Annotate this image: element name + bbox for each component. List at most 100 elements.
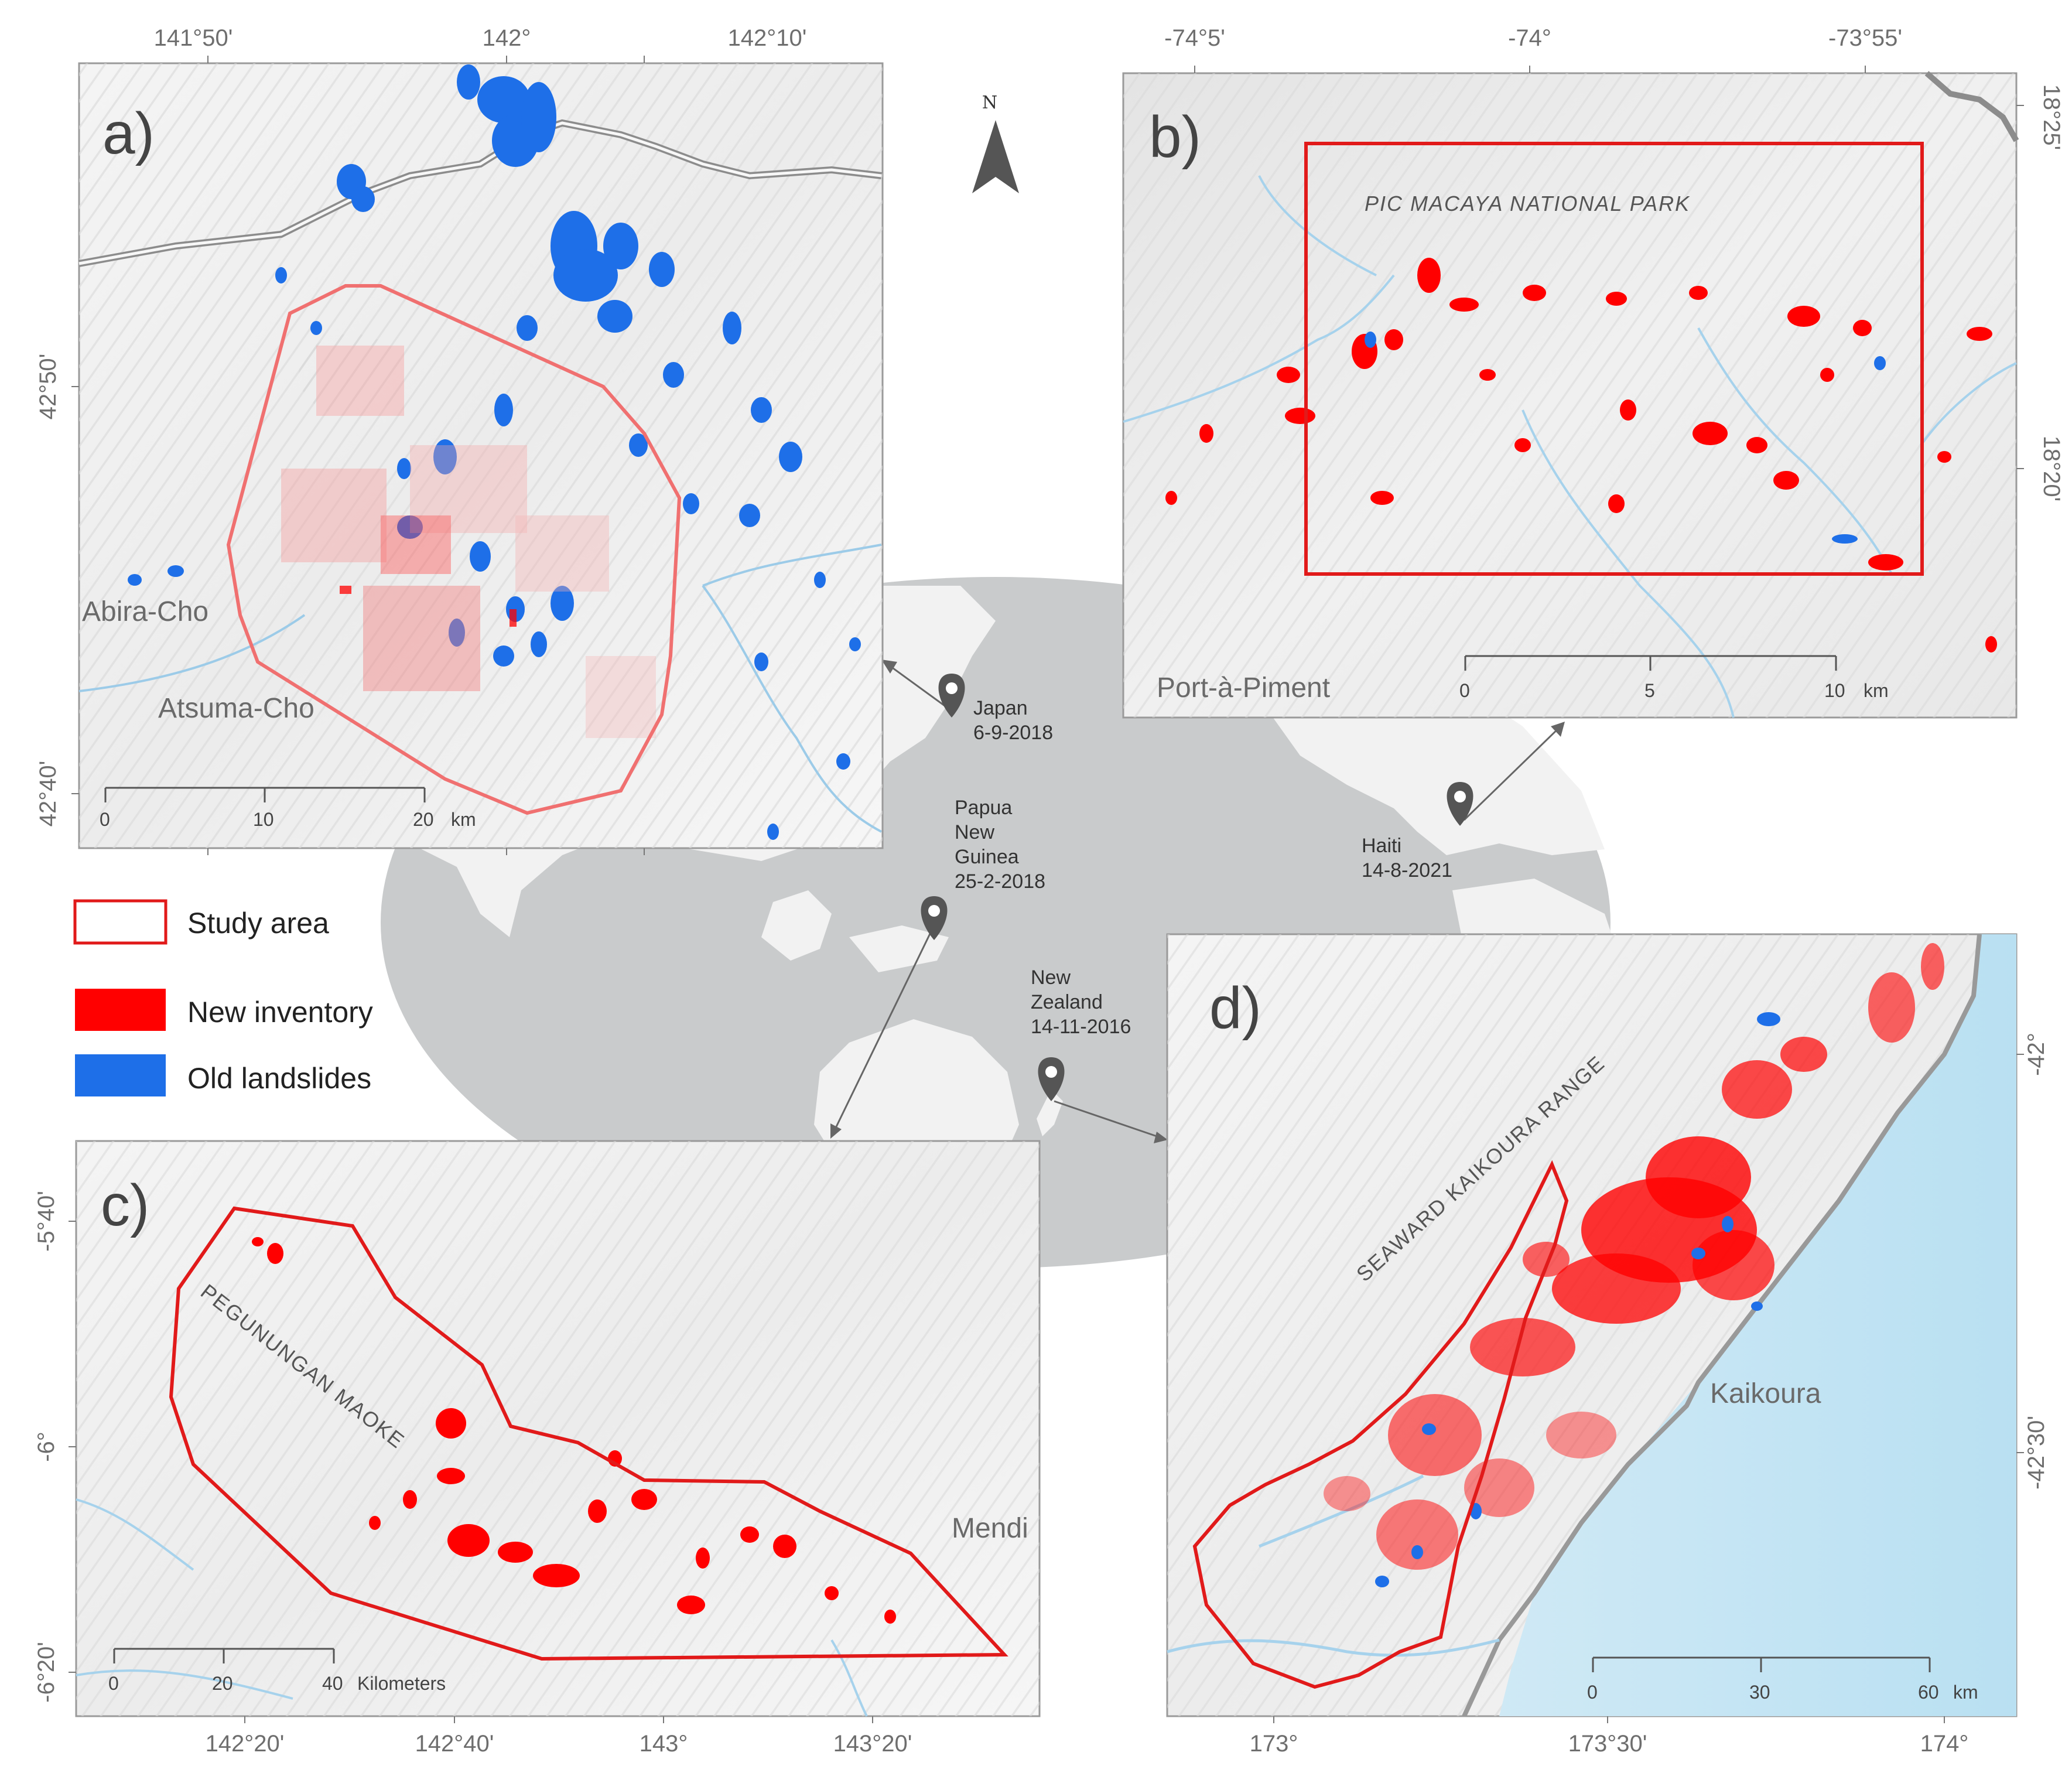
panel-d-scale-unit: km <box>1953 1682 1978 1703</box>
panel-d-coastline-road <box>1462 934 1982 1717</box>
event-png-line2: New <box>955 821 994 843</box>
leader-japan <box>884 661 949 710</box>
panel-b-ticks <box>1194 66 2024 469</box>
panel-c-scale-unit: Kilometers <box>357 1673 446 1694</box>
panel-c-rivers <box>76 1498 868 1717</box>
panel-a-scale-tick-1: 10 <box>253 809 274 830</box>
panel-a-study-area <box>226 284 682 815</box>
panel-a-lon-tick-1: 142° <box>483 25 531 51</box>
panel-d-scale-tick-0: 0 <box>1587 1682 1598 1703</box>
legend-old-landslides-swatch <box>75 1054 166 1096</box>
panel-c-lat-tick-1: -6° <box>33 1432 59 1462</box>
panel-b-lon-tick-2: -73°55' <box>1828 25 1902 51</box>
panel-a-letter: a) <box>102 101 155 166</box>
event-png-line3: Guinea <box>955 846 1019 868</box>
leader-png-arrowhead <box>830 1123 842 1139</box>
panel-c-study-area <box>169 1206 1008 1661</box>
panel-a-scale-tick-2: 20 <box>413 809 434 830</box>
location-pin-nz-icon <box>1038 1057 1065 1101</box>
panel-d-study-area <box>1192 1160 1569 1689</box>
panel-b-scale-bar: 0 5 10 km <box>1459 655 1889 701</box>
legend-new-inventory-swatch <box>75 989 166 1031</box>
panel-a-place-abira: Abira-Cho <box>82 596 208 627</box>
panel-c-lon-tick-2: 143° <box>640 1731 688 1757</box>
panel-c-scale-tick-0: 0 <box>108 1673 119 1694</box>
event-japan-name: Japan <box>973 697 1028 719</box>
legend: Study area New inventory Old landslides <box>73 899 373 1096</box>
panel-b-scale-tick-2: 10 <box>1824 680 1845 701</box>
panel-a-lat-tick-0: 42°50' <box>35 354 61 420</box>
panel-d-place-kaikoura: Kaikoura <box>1710 1378 1821 1409</box>
panel-a-place-atsuma: Atsuma-Cho <box>158 693 314 724</box>
panel-b-lon-tick-0: -74°5' <box>1164 25 1225 51</box>
panel-b-lat-tick-0: 18°25' <box>2039 84 2064 151</box>
panel-b-scale-unit: km <box>1864 680 1889 701</box>
panel-b-old-landslides <box>1365 332 1886 544</box>
panel-c-ticks <box>69 1221 873 1723</box>
panel-a-new-inventory <box>281 334 656 738</box>
legend-study-area-label: Study area <box>187 907 329 940</box>
event-png-date: 25-2-2018 <box>955 870 1045 893</box>
north-arrow: N <box>972 93 1019 193</box>
panel-b-study-area <box>1304 142 1924 576</box>
leader-nz-arrowhead <box>1154 1132 1168 1143</box>
panel-c-lat-tick-2: -6°20' <box>33 1642 59 1703</box>
panel-d-letter: d) <box>1209 975 1261 1041</box>
panel-b-road <box>1924 71 2019 142</box>
panel-d: SEAWARD KAIKOURA RANGE d) Kaikoura 0 30 … <box>1166 933 2049 1757</box>
panel-a-scale-bar: 0 10 20 km <box>100 787 476 830</box>
panel-c-scale-bar: 0 20 40 Kilometers <box>108 1648 446 1694</box>
panel-d-scale-bar: 0 30 60 km <box>1587 1656 1978 1703</box>
panel-b-lon-tick-1: -74° <box>1508 25 1551 51</box>
panel-c-hillshade <box>76 1141 1040 1716</box>
location-pin-png-icon <box>921 896 948 940</box>
panel-c-place-mendi: Mendi <box>952 1513 1028 1544</box>
panel-b-rivers <box>1123 175 2017 718</box>
event-nz-line1: New <box>1031 966 1071 989</box>
panel-b-letter: b) <box>1149 104 1201 170</box>
panel-d-rivers <box>1167 1474 1500 1657</box>
legend-new-inventory-label: New inventory <box>187 996 373 1029</box>
panel-d-lon-tick-1: 173°30' <box>1568 1731 1647 1757</box>
event-haiti-name: Haiti <box>1362 835 1401 857</box>
panel-b-scale-tick-1: 5 <box>1644 680 1655 701</box>
panel-a: a) Abira-Cho Atsuma-Cho 0 10 20 km 141°5… <box>35 25 884 855</box>
leader-png <box>830 931 932 1137</box>
panel-c-scale-tick-2: 40 <box>322 1673 343 1694</box>
event-markers: Japan 6-9-2018 Haiti 14-8-2021 Papua New… <box>830 660 1565 1143</box>
panel-b-place-port: Port-à-Piment <box>1157 672 1330 703</box>
panel-b-park-label: PIC MACAYA NATIONAL PARK <box>1365 192 1690 216</box>
panel-c-new-inventory <box>252 1237 896 1624</box>
panel-d-scale-tick-1: 30 <box>1749 1682 1770 1703</box>
panel-d-scale-tick-2: 60 <box>1918 1682 1939 1703</box>
event-nz-line2: Zealand <box>1031 991 1103 1013</box>
panel-b-hillshade <box>1123 73 2016 718</box>
event-nz-date: 14-11-2016 <box>1031 1016 1131 1038</box>
panel-d-ticks <box>1273 1054 2024 1723</box>
panel-a-ticks <box>71 56 645 855</box>
leader-japan-arrowhead <box>881 660 897 674</box>
panel-a-river <box>78 544 882 833</box>
panel-c: PEGUNUNGAN MAOKE c) Mendi 0 20 40 Kilome… <box>33 1140 1041 1757</box>
panel-a-lon-tick-0: 141°50' <box>154 25 233 51</box>
panel-b-scale-tick-0: 0 <box>1459 680 1470 701</box>
panel-a-lon-tick-2: 142°10' <box>728 25 807 51</box>
panel-c-lon-tick-0: 142°20' <box>206 1731 285 1757</box>
panel-d-lon-tick-0: 173° <box>1250 1731 1298 1757</box>
leader-nz <box>1054 1100 1166 1140</box>
panel-a-scale-tick-0: 0 <box>100 809 110 830</box>
panel-c-letter: c) <box>101 1173 149 1238</box>
event-japan-date: 6-9-2018 <box>973 722 1053 744</box>
panel-c-lon-tick-3: 143°20' <box>833 1731 912 1757</box>
panel-c-lon-tick-1: 142°40' <box>415 1731 494 1757</box>
north-label: N <box>982 93 997 113</box>
north-arrow-icon <box>972 120 1019 193</box>
panel-d-old-landslides <box>1375 1012 1780 1587</box>
panel-c-lat-tick-0: -5°40' <box>33 1191 59 1252</box>
location-pin-japan-icon <box>938 674 965 718</box>
panel-b: PIC MACAYA NATIONAL PARK b) Port-à-Pimen… <box>1122 25 2064 719</box>
panel-a-hillshade <box>79 63 883 848</box>
panel-b-lat-tick-1: 18°20' <box>2039 436 2064 502</box>
land-southeast-asia <box>761 890 949 972</box>
